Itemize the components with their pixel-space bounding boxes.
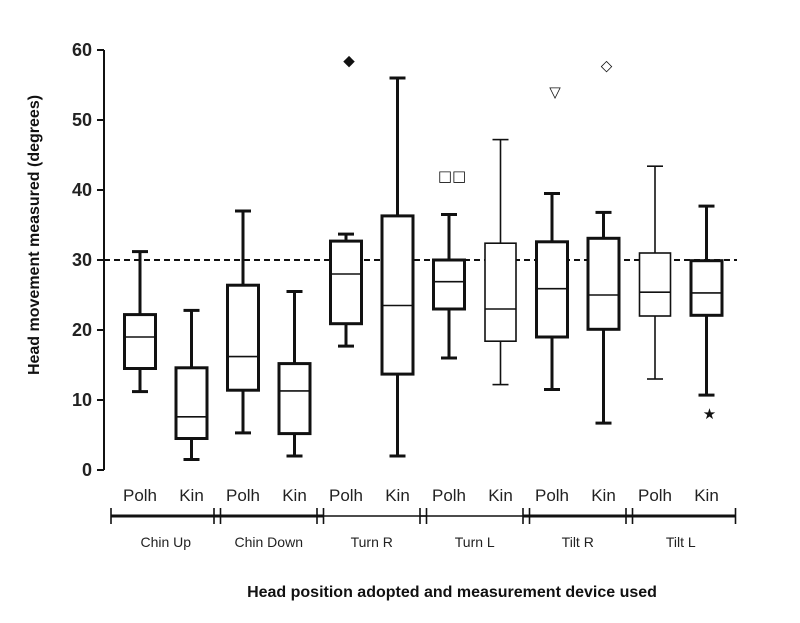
- box-iqr: [123, 313, 157, 371]
- y-tick-label: 0: [82, 460, 92, 480]
- category-label: Polh: [226, 486, 260, 505]
- box-tilt-r-kin: ◇ Kin: [586, 56, 621, 505]
- box-chin-down-kin: Kin: [277, 290, 312, 505]
- box-turn-r-polh: ◆ Polh: [329, 52, 363, 506]
- group-label: Tilt R: [562, 534, 594, 550]
- box-turn-l-polh: □□ Polh: [432, 167, 466, 505]
- box-tilt-l-polh: Polh: [638, 165, 672, 505]
- box-iqr: [174, 366, 209, 440]
- group-chin-up: Chin Up: [110, 508, 222, 550]
- x-axis-title: Head position adopted and measurement de…: [247, 584, 657, 601]
- box-iqr: [586, 236, 621, 331]
- box-chin-up-polh: Polh: [123, 250, 157, 505]
- box-iqr: [329, 239, 363, 326]
- outlier-marker: ◇: [601, 56, 613, 74]
- y-tick-label: 10: [72, 390, 92, 410]
- box-iqr: [432, 258, 466, 311]
- category-label: Kin: [488, 486, 513, 505]
- group-tilt-l: Tilt L: [625, 508, 737, 550]
- y-tick-label: 30: [72, 250, 92, 270]
- outlier-marker: ◆: [343, 52, 355, 70]
- box-iqr: [226, 283, 260, 392]
- group-label: Turn L: [455, 534, 495, 550]
- group-label: Tilt L: [666, 534, 696, 550]
- category-label: Kin: [591, 486, 616, 505]
- box-series: Polh Kin Polh Kin ◆ Polh Kin □□ Polh Kin ▽ Polh ◇ Kin…: [123, 52, 724, 506]
- y-ticks: 0 10 20 30 40 50 60: [72, 40, 104, 480]
- box-turn-l-kin: Kin: [484, 138, 517, 505]
- box-iqr: [638, 252, 672, 317]
- box-iqr: [380, 214, 415, 376]
- y-axis-title: Head movement measured (degrees): [26, 95, 43, 375]
- category-label: Kin: [385, 486, 410, 505]
- group-chin-down: Chin Down: [213, 508, 325, 550]
- category-label: Polh: [535, 486, 569, 505]
- y-tick-label: 60: [72, 40, 92, 60]
- category-label: Kin: [282, 486, 307, 505]
- box-iqr: [484, 242, 517, 342]
- category-label: Kin: [694, 486, 719, 505]
- box-tilt-r-polh: ▽ Polh: [535, 83, 569, 505]
- box-turn-r-kin: Kin: [380, 76, 415, 505]
- category-label: Polh: [329, 486, 363, 505]
- category-label: Polh: [123, 486, 157, 505]
- box-iqr: [277, 362, 312, 436]
- group-brackets: Chin Up Chin Down Turn R Turn L Tilt R Tilt L: [110, 508, 737, 550]
- outlier-marker: □□: [438, 167, 466, 185]
- category-label: Polh: [432, 486, 466, 505]
- outlier-marker: ★: [703, 405, 716, 423]
- outlier-marker: ▽: [549, 83, 561, 101]
- y-tick-label: 20: [72, 320, 92, 340]
- group-label: Turn R: [351, 534, 393, 550]
- box-chin-up-kin: Kin: [174, 308, 209, 505]
- y-tick-label: 40: [72, 180, 92, 200]
- box-iqr: [689, 259, 724, 317]
- group-turn-l: Turn L: [419, 508, 531, 550]
- box-chin-down-polh: Polh: [226, 209, 260, 505]
- category-label: Polh: [638, 486, 672, 505]
- group-label: Chin Down: [235, 534, 303, 550]
- category-label: Kin: [179, 486, 204, 505]
- group-label: Chin Up: [140, 534, 191, 550]
- group-turn-r: Turn R: [316, 508, 428, 550]
- group-tilt-r: Tilt R: [522, 508, 634, 550]
- box-tilt-l-kin: ★ Kin: [689, 204, 724, 505]
- y-tick-label: 50: [72, 110, 92, 130]
